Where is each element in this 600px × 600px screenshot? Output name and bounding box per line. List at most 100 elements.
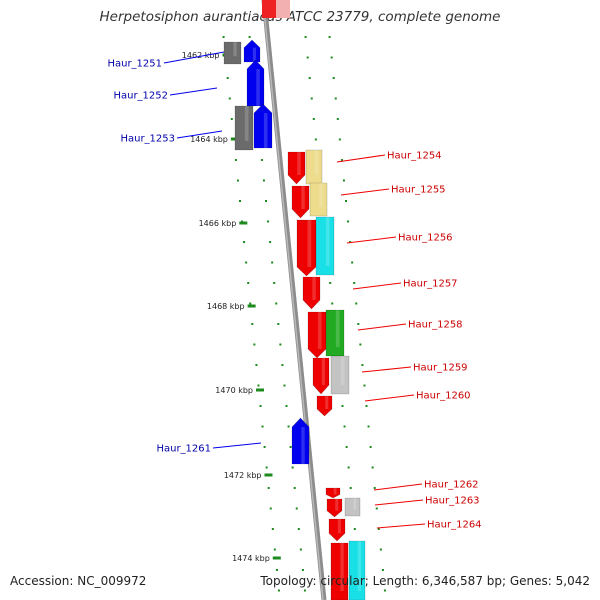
reverse-gene-arrow-shade xyxy=(307,220,312,267)
track-dot xyxy=(295,507,298,510)
kbp-label: 1468 kbp xyxy=(207,302,245,311)
track-dot xyxy=(349,241,352,243)
khaki-feature-shade xyxy=(314,150,318,175)
genome-backbone xyxy=(261,0,327,600)
track-dot xyxy=(262,179,265,182)
green-feature xyxy=(325,309,345,357)
track-dot xyxy=(297,528,300,530)
reverse-gene-arrow xyxy=(328,518,346,542)
kbp-tick xyxy=(230,137,239,141)
track-dot xyxy=(381,569,384,571)
track-dot xyxy=(330,56,333,59)
reverse-gene-arrow-shade xyxy=(333,488,337,495)
green-feature-shade xyxy=(335,310,340,347)
kbp-tick xyxy=(256,388,264,392)
forward-gene-arrow xyxy=(291,417,310,465)
track-dot xyxy=(260,159,263,161)
track-dot xyxy=(299,548,302,551)
forward-gene-arrow-shade xyxy=(263,113,268,148)
track-dot xyxy=(234,159,237,161)
reverse-gene-arrow-shade xyxy=(297,152,301,175)
track-dot xyxy=(306,56,309,59)
track-dot xyxy=(291,466,294,469)
backbone-highlight xyxy=(262,0,324,600)
kbp-label: 1474 kbp xyxy=(232,554,270,563)
lightgray-feature xyxy=(344,497,361,517)
gene-label: Haur_1260 xyxy=(416,391,471,402)
gene-label: Haur_1257 xyxy=(403,279,458,290)
track-dot xyxy=(263,446,266,448)
reverse-gene-arrow xyxy=(326,498,343,518)
track-dot xyxy=(347,466,350,469)
track-dot xyxy=(279,343,282,346)
track-dot xyxy=(304,36,307,38)
lightgray-feature xyxy=(330,355,350,395)
gene-features xyxy=(223,39,366,600)
top-pink-feature xyxy=(276,0,290,18)
track-dot xyxy=(357,323,360,325)
track-dot xyxy=(353,282,356,284)
track-dot xyxy=(230,118,233,120)
track-dot xyxy=(269,241,272,243)
gene-leader-line xyxy=(169,87,218,96)
gene-label: Haur_1256 xyxy=(398,233,453,244)
cyan-feature-shade xyxy=(357,541,361,591)
track-dot xyxy=(363,384,366,387)
gene-label: Haur_1258 xyxy=(408,320,463,331)
track-dot xyxy=(301,569,304,571)
reverse-gene-arrow xyxy=(330,542,349,600)
reverse-gene-arrow-shade xyxy=(312,277,316,300)
track-dot xyxy=(287,425,290,428)
genome-summary-text: Topology: circular; Length: 6,346,587 bp… xyxy=(260,574,590,588)
gray-feature-shade xyxy=(244,106,249,141)
gene-labels: Haur_1251 Haur_1252 Haur_1253 Haur_1254 Haur… xyxy=(107,51,482,531)
track-dot xyxy=(340,159,343,161)
track-dot xyxy=(367,425,370,428)
gene-label: Haur_1255 xyxy=(391,185,446,196)
track-dot xyxy=(283,384,286,387)
track-dot xyxy=(349,487,352,489)
track-dot xyxy=(243,241,246,243)
kbp-label: 1462 kbp xyxy=(182,51,220,60)
track-dot xyxy=(341,405,344,407)
kbp-label: 1470 kbp xyxy=(215,386,253,395)
track-dot xyxy=(259,405,262,407)
gene-leader-line xyxy=(163,51,225,64)
cyan-feature xyxy=(348,540,366,600)
forward-gene-arrow-shade xyxy=(256,69,260,106)
kbp-tick xyxy=(247,304,256,308)
forward-gene-arrow xyxy=(246,59,265,107)
track-dot xyxy=(267,487,270,489)
forward-gene-arrow xyxy=(253,103,273,149)
khaki-feature xyxy=(309,182,328,217)
khaki-feature xyxy=(305,149,323,185)
track-dot xyxy=(261,425,264,428)
track-dot xyxy=(375,507,378,510)
track-dot xyxy=(255,364,258,366)
track-dot xyxy=(331,302,334,305)
reverse-gene-arrow-shade xyxy=(321,358,325,385)
track-dot xyxy=(239,200,241,202)
top-red-feature xyxy=(262,0,276,18)
reverse-gene-arrow-shade xyxy=(335,499,339,511)
lightgray-feature-shade xyxy=(340,356,345,385)
kbp-label: 1464 kbp xyxy=(190,135,228,144)
reverse-gene-arrow xyxy=(296,219,317,277)
track-dot xyxy=(293,487,296,489)
track-dot xyxy=(377,528,380,530)
gene-leader-line xyxy=(364,394,415,402)
track-dot xyxy=(345,200,347,202)
gray-feature-shade xyxy=(233,42,237,57)
gene-label: Haur_1254 xyxy=(387,151,442,162)
track-dot xyxy=(359,343,362,346)
track-dot xyxy=(332,77,335,79)
cyan-feature-shade xyxy=(325,217,330,266)
map-title: Herpetosiphon aurantiacus ATCC 23779, co… xyxy=(99,9,501,25)
track-dot xyxy=(373,487,376,489)
forward-gene-arrow-shade xyxy=(252,47,256,62)
cyan-feature xyxy=(315,216,335,276)
track-dot xyxy=(314,138,317,141)
gene-label: Haur_1259 xyxy=(413,363,468,374)
track-dot xyxy=(248,36,251,38)
